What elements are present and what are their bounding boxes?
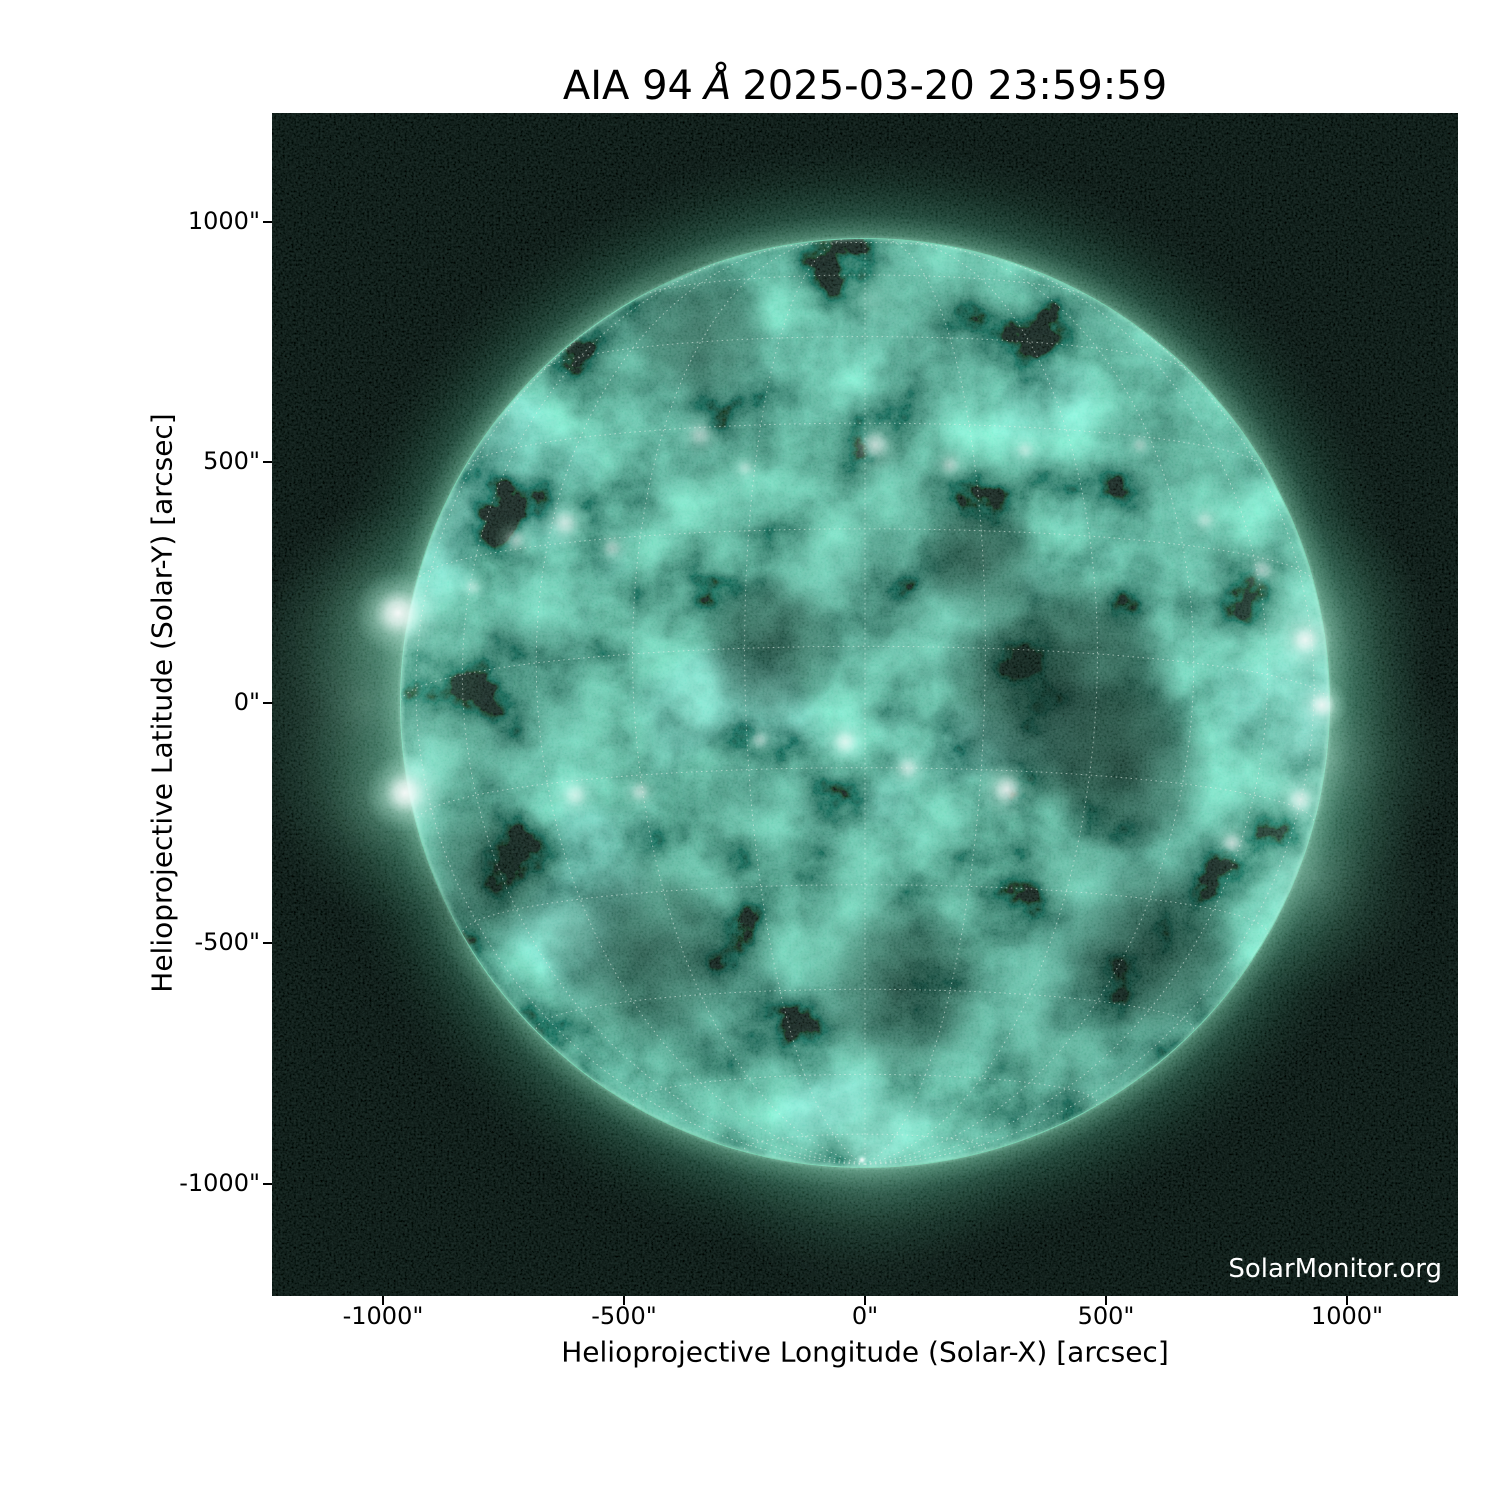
y-tick-label: 500" bbox=[203, 447, 260, 475]
figure-title: AIA 94 Å 2025-03-20 23:59:59 bbox=[563, 63, 1167, 109]
title-datetime: 2025-03-20 23:59:59 bbox=[742, 63, 1168, 109]
y-tick-mark bbox=[263, 461, 272, 463]
sun-svg bbox=[272, 113, 1458, 1296]
y-tick-label: 1000" bbox=[187, 207, 260, 235]
x-axis-label: Helioprojective Longitude (Solar-X) [arc… bbox=[561, 1335, 1169, 1369]
y-axis-label: Helioprojective Latitude (Solar-Y) [arcs… bbox=[145, 413, 179, 993]
x-tick-label: 500" bbox=[1077, 1302, 1135, 1330]
title-instrument: AIA 94 bbox=[562, 63, 693, 109]
x-tick-mark bbox=[382, 1296, 384, 1305]
x-tick-mark bbox=[1105, 1296, 1107, 1305]
x-tick-mark bbox=[864, 1296, 866, 1305]
y-tick-mark bbox=[263, 221, 272, 223]
x-tick-label: 0" bbox=[851, 1302, 879, 1330]
x-tick-mark bbox=[1346, 1296, 1348, 1305]
x-tick-label: -1000" bbox=[342, 1302, 424, 1330]
y-tick-mark bbox=[263, 942, 272, 944]
solar-image-plot: SolarMonitor.org bbox=[272, 113, 1458, 1296]
film-grain bbox=[272, 113, 1458, 1296]
x-tick-mark bbox=[623, 1296, 625, 1305]
x-tick-label: 1000" bbox=[1310, 1302, 1384, 1330]
title-angstrom-symbol: Å bbox=[703, 63, 732, 109]
x-tick-label: -500" bbox=[591, 1302, 657, 1330]
y-tick-mark bbox=[263, 702, 272, 704]
y-tick-label: -1000" bbox=[179, 1169, 260, 1197]
watermark: SolarMonitor.org bbox=[1228, 1254, 1442, 1284]
y-tick-label: -500" bbox=[194, 928, 260, 956]
y-tick-mark bbox=[263, 1183, 272, 1185]
y-tick-label: 0" bbox=[233, 688, 260, 716]
